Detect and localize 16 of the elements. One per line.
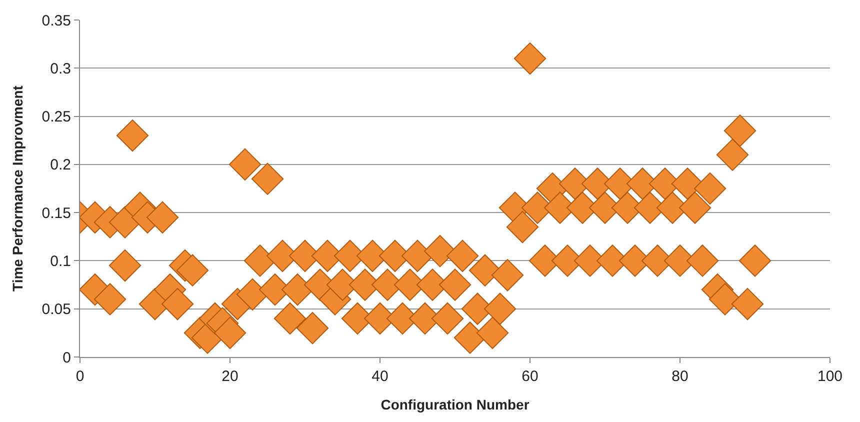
x-tick-label: 60	[522, 368, 538, 385]
x-tick-label: 100	[817, 368, 843, 385]
y-tick-label: 0.3	[50, 60, 71, 78]
y-tick-label: 0.2	[50, 156, 71, 174]
y-tick-label: 0.05	[42, 301, 71, 318]
y-tick-label: 0	[62, 349, 71, 366]
x-tick-label: 40	[372, 368, 388, 385]
y-tick-label: 0.15	[42, 204, 71, 222]
y-tick-label: 0.1	[50, 252, 71, 270]
x-tick-label: 20	[222, 368, 238, 385]
x-tick-label: 80	[672, 368, 688, 385]
y-tick-label: 0.35	[42, 12, 71, 30]
y-tick-label: 0.25	[42, 108, 71, 126]
x-tick-label: 0	[76, 368, 84, 385]
y-axis-title: Time Performance Improvment	[9, 85, 26, 292]
x-axis-title: Configuration Number	[380, 396, 530, 412]
